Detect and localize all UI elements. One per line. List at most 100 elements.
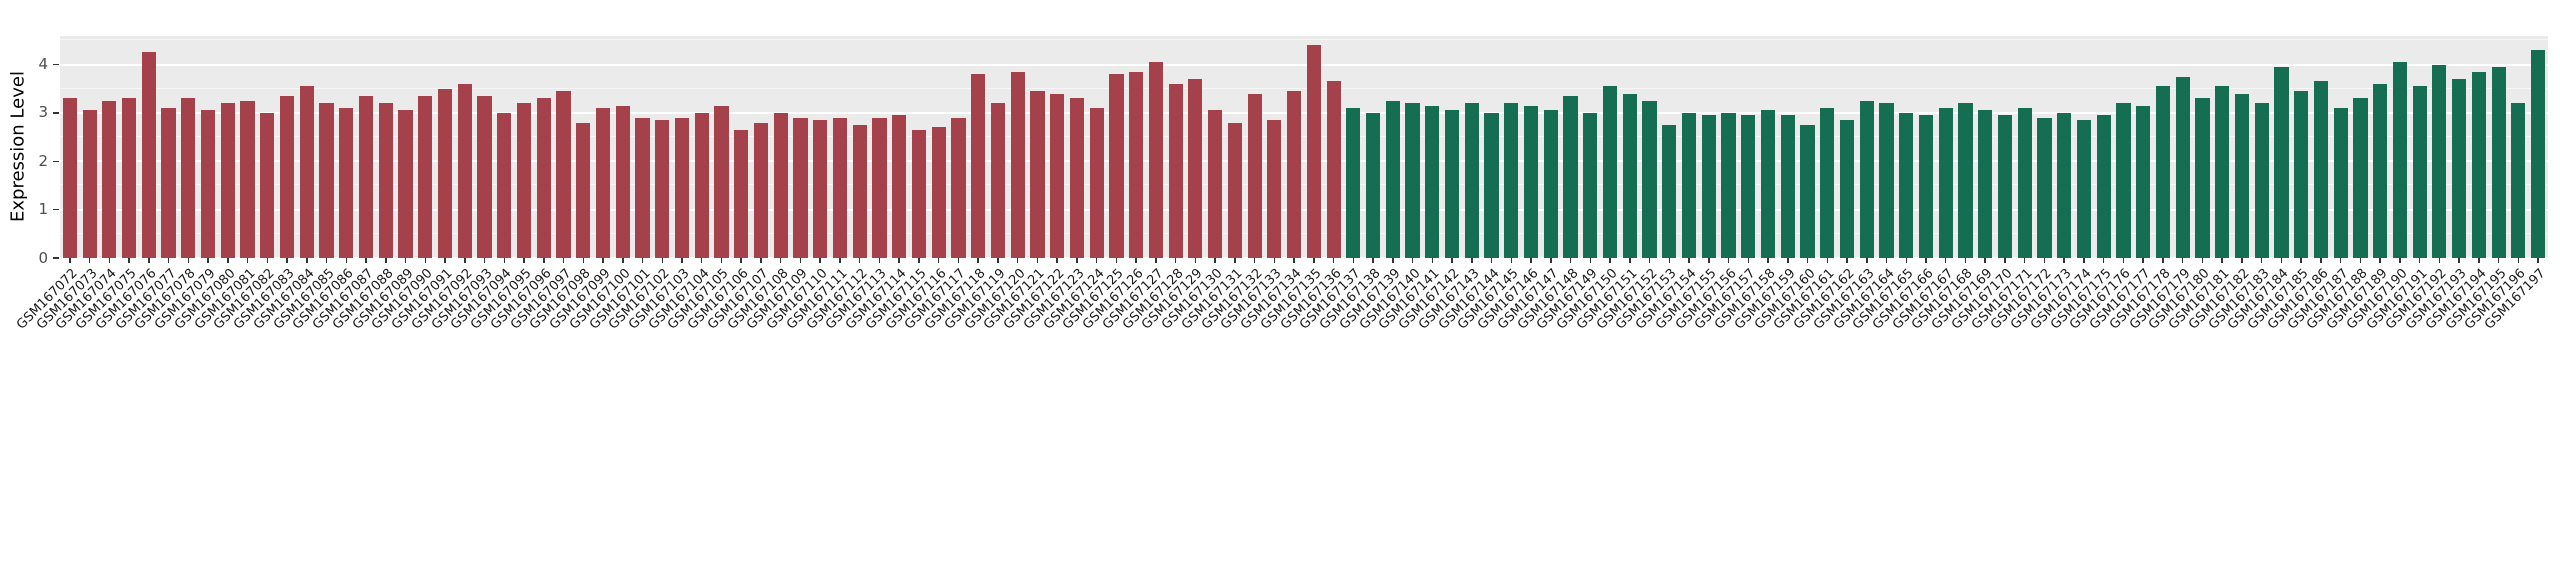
bar-GSM167124 — [1089, 108, 1104, 258]
bar-GSM167195 — [2491, 66, 2506, 258]
bar-GSM167078 — [181, 98, 196, 258]
x-tick-mark — [207, 258, 209, 263]
bar-GSM167102 — [655, 120, 670, 258]
x-tick-mark — [1727, 258, 1730, 263]
x-tick-mark — [1944, 258, 1947, 263]
x-tick-mark — [286, 258, 288, 263]
x-tick-mark — [1925, 258, 1927, 263]
bar-GSM167130 — [1208, 110, 1223, 258]
x-tick-mark — [503, 258, 506, 263]
bar-GSM167115 — [911, 129, 927, 258]
bar-GSM167099 — [595, 108, 611, 258]
bar-GSM167147 — [1543, 110, 1558, 258]
x-tick-mark — [2142, 258, 2144, 263]
bar-GSM167178 — [2155, 86, 2171, 258]
bar-GSM167194 — [2471, 71, 2486, 258]
bar-GSM167079 — [200, 110, 216, 258]
bar-GSM167197 — [2531, 50, 2546, 258]
y-tick-label: 1 — [38, 200, 48, 219]
x-tick-mark — [2122, 258, 2125, 263]
gridline-major — [60, 111, 2548, 114]
bar-GSM167140 — [1405, 103, 1420, 258]
bar-GSM167113 — [872, 117, 887, 258]
x-tick-mark — [1451, 258, 1453, 263]
x-tick-mark — [997, 258, 999, 263]
x-tick-mark — [1846, 258, 1848, 263]
bar-GSM167148 — [1563, 95, 1578, 258]
bar-GSM167090 — [418, 95, 433, 258]
bar-GSM167127 — [1148, 62, 1163, 258]
x-tick-mark — [246, 258, 249, 263]
bar-GSM167146 — [1523, 105, 1539, 258]
x-tick-mark — [345, 258, 348, 263]
bar-GSM167088 — [378, 103, 393, 258]
bar-GSM167133 — [1267, 120, 1282, 258]
bar-GSM167125 — [1109, 74, 1124, 258]
x-tick-mark — [602, 258, 604, 263]
x-tick-mark — [562, 258, 565, 263]
bar-GSM167153 — [1662, 125, 1677, 258]
bar-GSM167152 — [1642, 100, 1657, 258]
x-tick-mark — [2241, 258, 2243, 263]
x-tick-mark — [1964, 258, 1967, 263]
bar-GSM167072 — [62, 98, 77, 258]
plot-area — [60, 36, 2548, 259]
x-tick-mark — [740, 258, 742, 263]
x-tick-mark — [1510, 258, 1513, 263]
x-tick-mark — [424, 258, 427, 263]
x-tick-mark — [779, 258, 782, 263]
gridline-minor — [60, 87, 2548, 89]
x-tick-mark — [819, 258, 821, 263]
x-tick-mark — [720, 258, 723, 263]
bar-GSM167136 — [1326, 81, 1341, 258]
x-tick-mark — [1885, 258, 1888, 263]
bar-GSM167142 — [1444, 110, 1460, 258]
x-tick-mark — [1806, 258, 1809, 263]
x-tick-mark — [2418, 258, 2421, 263]
bar-GSM167171 — [2017, 108, 2032, 258]
bar-GSM167177 — [2136, 105, 2151, 258]
x-tick-mark — [1648, 258, 1651, 263]
x-tick-mark — [1234, 258, 1236, 263]
bar-GSM167154 — [1681, 112, 1697, 258]
bar-GSM167120 — [1010, 71, 1025, 258]
x-tick-mark — [1135, 258, 1137, 263]
x-tick-mark — [918, 258, 920, 263]
bar-GSM167132 — [1247, 93, 1262, 258]
x-tick-mark — [1787, 258, 1789, 263]
bar-GSM167151 — [1622, 93, 1637, 258]
gridline-major — [60, 257, 2548, 259]
x-tick-mark — [937, 258, 940, 263]
x-tick-mark — [2300, 258, 2302, 263]
bar-GSM167117 — [951, 117, 966, 258]
bar-GSM167138 — [1366, 112, 1381, 258]
bar-GSM167189 — [2373, 83, 2388, 258]
bar-GSM167175 — [2096, 115, 2111, 258]
x-tick-mark — [2221, 258, 2223, 263]
x-tick-mark — [760, 258, 762, 263]
bar-GSM167118 — [971, 74, 986, 258]
x-tick-mark — [128, 258, 130, 263]
bar-GSM167173 — [2057, 112, 2072, 258]
x-tick-mark — [2497, 258, 2500, 263]
x-tick-mark — [1036, 258, 1039, 263]
bar-GSM167076 — [141, 52, 156, 258]
y-tick-label: 2 — [38, 151, 48, 170]
bar-GSM167143 — [1464, 103, 1479, 258]
x-tick-mark — [1490, 258, 1493, 263]
bar-GSM167185 — [2294, 91, 2309, 258]
bar-GSM167169 — [1978, 110, 1993, 258]
bar-GSM167101 — [635, 117, 650, 258]
y-tick-mark — [53, 63, 59, 66]
gridline-minor — [60, 232, 2548, 234]
x-tick-mark — [2260, 258, 2263, 263]
y-tick-label: 3 — [38, 103, 48, 122]
bar-GSM167170 — [1997, 115, 2013, 258]
bar-GSM167081 — [240, 100, 255, 258]
x-tick-mark — [2023, 258, 2026, 263]
bar-GSM167161 — [1820, 108, 1835, 258]
bar-GSM167160 — [1800, 125, 1815, 258]
x-tick-mark — [187, 258, 190, 263]
x-tick-mark — [1115, 258, 1118, 263]
x-tick-mark — [799, 258, 802, 263]
